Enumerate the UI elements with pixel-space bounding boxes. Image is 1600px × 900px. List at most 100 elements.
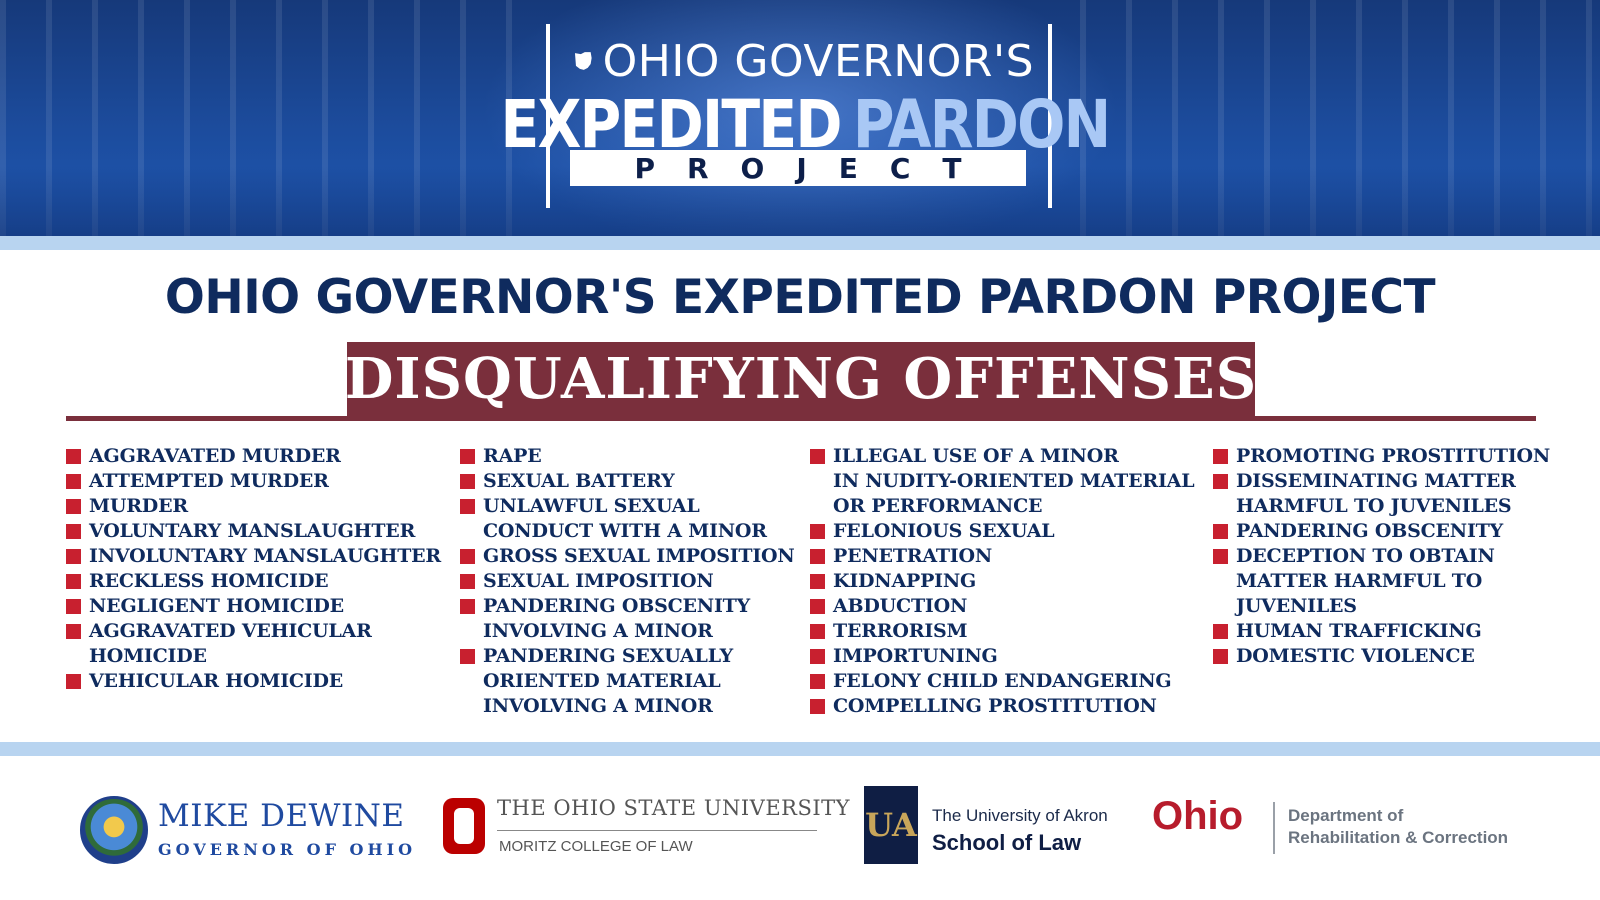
- offense-line: PANDERING OBSCENITY: [483, 595, 750, 617]
- section-title-banner: DISQUALIFYING OFFENSES: [344, 342, 1258, 416]
- offense-line: NEGLIGENT HOMICIDE: [89, 595, 344, 617]
- offense-text: KIDNAPPING: [833, 569, 976, 594]
- square-bullet-icon: [66, 574, 81, 589]
- ua-letters: UA: [865, 806, 917, 844]
- square-bullet-icon: [460, 549, 475, 564]
- square-bullet-icon: [810, 699, 825, 714]
- square-bullet-icon: [460, 474, 475, 489]
- osu-subtitle: MORITZ COLLEGE OF LAW: [499, 838, 693, 855]
- square-bullet-icon: [66, 674, 81, 689]
- offense-item: ABDUCTION: [810, 594, 1210, 619]
- square-bullet-icon: [810, 599, 825, 614]
- offense-item: ATTEMPTED MURDER: [66, 469, 456, 494]
- footer-logos: MIKE DEWINE GOVERNOR OF OHIO THE OHIO ST…: [0, 756, 1600, 900]
- offense-item: FELONIOUS SEXUAL: [810, 519, 1210, 544]
- akron-school-name: School of Law: [932, 830, 1082, 855]
- offense-line: IN NUDITY-ORIENTED MATERIAL: [833, 470, 1195, 492]
- offense-line: AGGRAVATED MURDER: [89, 445, 341, 467]
- offense-line: CONDUCT WITH A MINOR: [483, 520, 767, 542]
- square-bullet-icon: [66, 474, 81, 489]
- offense-text: RAPE: [483, 444, 542, 469]
- offense-text: MURDER: [89, 494, 188, 519]
- offense-line: DISSEMINATING MATTER: [1236, 470, 1516, 492]
- offense-line: PANDERING OBSCENITY: [1236, 520, 1503, 542]
- logo-line-2: EXPEDITED PARDON: [501, 84, 1112, 164]
- section-title: DISQUALIFYING OFFENSES: [344, 346, 1258, 412]
- offense-item: UNLAWFUL SEXUAL CONDUCT WITH A MINOR: [460, 494, 810, 544]
- square-bullet-icon: [66, 624, 81, 639]
- block-o-icon: [443, 798, 485, 854]
- offense-line: INVOLVING A MINOR: [483, 620, 713, 642]
- offense-item: ILLEGAL USE OF A MINOR IN NUDITY-ORIENTED…: [810, 444, 1210, 519]
- offense-line: HARMFUL TO JUVENILES: [1236, 495, 1512, 517]
- square-bullet-icon: [460, 599, 475, 614]
- offense-line: VOLUNTARY MANSLAUGHTER: [89, 520, 416, 542]
- square-bullet-icon: [1213, 624, 1228, 639]
- square-bullet-icon: [1213, 524, 1228, 539]
- ua-monogram-icon: UA: [864, 786, 918, 864]
- offense-item: COMPELLING PROSTITUTION: [810, 694, 1210, 719]
- square-bullet-icon: [66, 449, 81, 464]
- banner-bars-right: [1080, 0, 1600, 236]
- offense-line: RECKLESS HOMICIDE: [89, 570, 329, 592]
- offense-item: DECEPTION TO OBTAIN MATTER HARMFUL TO JUVE…: [1213, 544, 1583, 619]
- offense-item: SEXUAL BATTERY: [460, 469, 810, 494]
- offense-line: ILLEGAL USE OF A MINOR: [833, 445, 1119, 467]
- offense-line: COMPELLING PROSTITUTION: [833, 695, 1157, 717]
- logo-word-pardon: PARDON: [852, 85, 1111, 163]
- offense-line: FELONIOUS SEXUAL: [833, 520, 1055, 542]
- header-banner: OHIO GOVERNOR'S EXPEDITED PARDON PROJECT: [0, 0, 1600, 236]
- square-bullet-icon: [460, 574, 475, 589]
- ohio-state-shape-icon: [574, 52, 592, 70]
- offense-text: DOMESTIC VIOLENCE: [1236, 644, 1475, 669]
- offense-line: DOMESTIC VIOLENCE: [1236, 645, 1475, 667]
- offense-item: DISSEMINATING MATTER HARMFUL TO JUVENILES: [1213, 469, 1583, 519]
- offense-line: JUVENILES: [1236, 595, 1357, 617]
- offense-item: RECKLESS HOMICIDE: [66, 569, 456, 594]
- offense-text: ILLEGAL USE OF A MINOR IN NUDITY-ORIENTED…: [833, 444, 1195, 519]
- offense-text: UNLAWFUL SEXUAL CONDUCT WITH A MINOR: [483, 494, 767, 544]
- square-bullet-icon: [810, 549, 825, 564]
- dewine-title: GOVERNOR OF OHIO: [158, 840, 416, 859]
- square-bullet-icon: [66, 524, 81, 539]
- square-bullet-icon: [810, 649, 825, 664]
- offense-item: PENETRATION: [810, 544, 1210, 569]
- offense-text: ATTEMPTED MURDER: [89, 469, 329, 494]
- ohio-wordmark: Ohio: [1152, 794, 1244, 838]
- square-bullet-icon: [1213, 649, 1228, 664]
- square-bullet-icon: [810, 574, 825, 589]
- offense-text: GROSS SEXUAL IMPOSITION: [483, 544, 795, 569]
- offense-text: VOLUNTARY MANSLAUGHTER: [89, 519, 415, 544]
- offense-line: IMPORTUNING: [833, 645, 998, 667]
- offense-item: IMPORTUNING: [810, 644, 1210, 669]
- logo-line-1: OHIO GOVERNOR'S: [574, 35, 1034, 87]
- offense-line: RAPE: [483, 445, 542, 467]
- offense-text: PENETRATION: [833, 544, 992, 569]
- square-bullet-icon: [810, 524, 825, 539]
- offense-column-3: ILLEGAL USE OF A MINOR IN NUDITY-ORIENTED…: [810, 444, 1210, 719]
- offense-text: AGGRAVATED MURDER: [89, 444, 341, 469]
- offense-line: GROSS SEXUAL IMPOSITION: [483, 545, 795, 567]
- offense-line: HUMAN TRAFFICKING: [1236, 620, 1482, 642]
- offense-line: TERRORISM: [833, 620, 968, 642]
- logo-line-1-text: OHIO GOVERNOR'S: [602, 35, 1034, 87]
- square-bullet-icon: [1213, 449, 1228, 464]
- offense-text: SEXUAL IMPOSITION: [483, 569, 714, 594]
- square-bullet-icon: [66, 599, 81, 614]
- offense-line: ABDUCTION: [833, 595, 968, 617]
- offense-line: MATTER HARMFUL TO: [1236, 570, 1483, 592]
- offense-item: VEHICULAR HOMICIDE: [66, 669, 456, 694]
- drc-separator: [1273, 802, 1275, 854]
- square-bullet-icon: [66, 499, 81, 514]
- offense-item: TERRORISM: [810, 619, 1210, 644]
- offense-column-4: PROMOTING PROSTITUTION DISSEMINATING MATT…: [1213, 444, 1583, 669]
- offense-line: VEHICULAR HOMICIDE: [89, 670, 344, 692]
- project-logo: OHIO GOVERNOR'S EXPEDITED PARDON PROJECT: [501, 24, 1112, 208]
- offense-item: AGGRAVATED MURDER: [66, 444, 456, 469]
- offense-item: SEXUAL IMPOSITION: [460, 569, 810, 594]
- offense-text: IMPORTUNING: [833, 644, 998, 669]
- offense-line: KIDNAPPING: [833, 570, 977, 592]
- offense-text: VEHICULAR HOMICIDE: [89, 669, 343, 694]
- offense-text: PANDERING OBSCENITY INVOLVING A MINOR: [483, 594, 750, 644]
- square-bullet-icon: [810, 674, 825, 689]
